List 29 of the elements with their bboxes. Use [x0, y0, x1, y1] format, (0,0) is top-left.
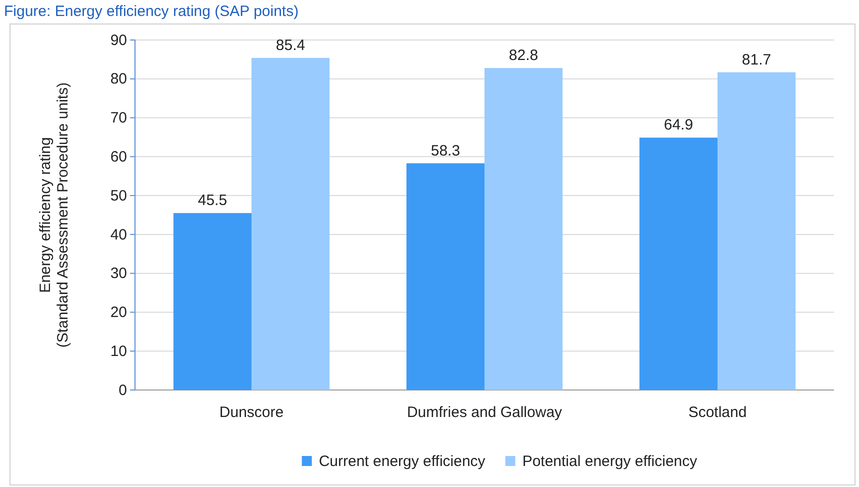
y-tick-label: 20	[110, 304, 127, 322]
bar	[252, 58, 330, 390]
data-label: 58.3	[430, 142, 460, 160]
y-tick-label: 40	[110, 226, 127, 244]
bar	[173, 213, 252, 390]
y-tick-label: 80	[110, 70, 127, 88]
x-tick-label: Dunscore	[219, 404, 284, 421]
y-tick-label: 70	[110, 110, 127, 127]
chart-title: Figure: Energy efficiency rating (SAP points)	[4, 3, 299, 20]
data-label: 64.9	[664, 116, 694, 134]
bar	[718, 72, 796, 390]
y-tick-label: 50	[110, 187, 127, 204]
data-label: 85.4	[276, 36, 306, 54]
y-tick-label: 30	[110, 265, 127, 282]
bar	[484, 68, 563, 390]
y-tick-label: 90	[110, 32, 127, 49]
data-label: 45.5	[198, 192, 228, 210]
legend-label: Current energy efficiency	[318, 453, 486, 470]
data-label: 81.7	[742, 51, 772, 68]
x-tick-label: Dumfries and Galloway	[406, 404, 563, 421]
y-tick-label: 0	[118, 382, 127, 399]
x-tick-label: Scotland	[688, 404, 747, 421]
bar	[639, 138, 718, 390]
y-axis-title: Energy efficiency rating (Standard Assessment Procedure units)	[37, 82, 72, 348]
legend-label: Potential energy efficiency	[522, 453, 698, 470]
bar	[406, 163, 484, 390]
y-tick-label: 60	[110, 148, 127, 166]
y-tick-label: 10	[110, 342, 127, 360]
data-label: 82.8	[508, 47, 538, 64]
